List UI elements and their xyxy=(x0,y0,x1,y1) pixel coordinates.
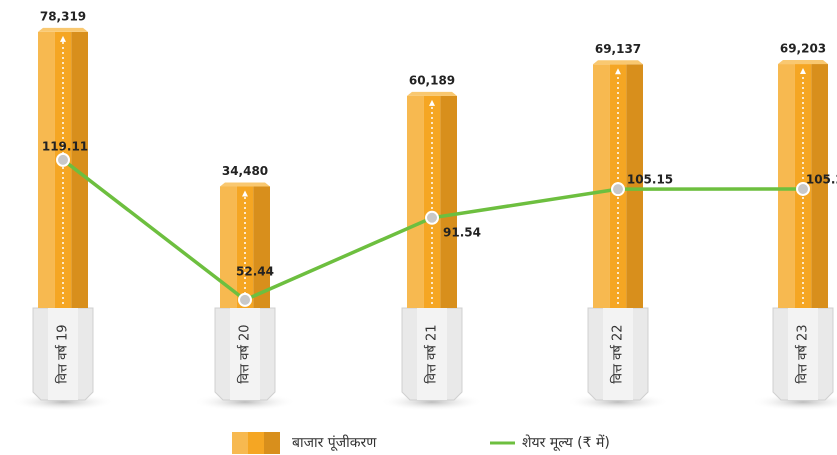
pedestal-face xyxy=(230,308,260,400)
x-tick-label: वित्त वर्ष 19 xyxy=(55,324,71,383)
pedestal-shadow xyxy=(11,393,115,411)
line-point xyxy=(425,210,439,225)
data-label: 78,319 xyxy=(40,9,86,23)
data-label: 34,480 xyxy=(222,164,268,178)
legend: बाजार पूंजीकरण शेयर मूल्य (₹ में) xyxy=(232,432,610,454)
line-point xyxy=(796,181,810,196)
x-tick-label: वित्त वर्ष 23 xyxy=(795,324,811,383)
bar-cap xyxy=(220,182,270,187)
pedestal-face xyxy=(417,308,447,400)
bar-right xyxy=(626,64,643,308)
bar-cap xyxy=(407,91,457,96)
data-label: 52.44 xyxy=(236,264,274,278)
bar-right xyxy=(253,186,270,308)
pedestal-shadow xyxy=(380,393,484,411)
x-tick-label: वित्त वर्ष 20 xyxy=(237,324,253,383)
bar-left xyxy=(220,186,237,308)
legend-swatch xyxy=(248,432,264,454)
bar xyxy=(407,91,457,309)
bar-left xyxy=(593,64,610,308)
x-tick-label: वित्त वर्ष 21 xyxy=(424,324,440,383)
bar-cap xyxy=(778,60,828,65)
data-label: 69,203 xyxy=(780,42,826,56)
bar-mid xyxy=(423,95,441,309)
pedestal-shadow xyxy=(566,393,670,411)
line-point xyxy=(238,292,252,307)
pedestal-shadow xyxy=(193,393,297,411)
pedestal-face xyxy=(48,308,78,400)
data-label: 91.54 xyxy=(443,225,481,239)
bar-arrow-head xyxy=(60,35,66,42)
bar-arrow-head xyxy=(800,68,806,75)
pedestal-face xyxy=(788,308,818,400)
line-point xyxy=(611,182,625,197)
data-label: 105.15 xyxy=(627,173,673,187)
line-point xyxy=(56,152,70,167)
bar-mid xyxy=(54,31,72,308)
legend-label: शेयर मूल्य (₹ में) xyxy=(522,434,610,451)
bar xyxy=(220,182,270,308)
x-tick-label: वित्त वर्ष 22 xyxy=(610,324,626,383)
bar-cap xyxy=(593,60,643,65)
bar-arrow-head xyxy=(242,190,248,197)
data-label: 60,189 xyxy=(409,73,455,87)
data-label: 69,137 xyxy=(595,42,641,56)
legend-label: बाजार पूंजीकरण xyxy=(292,434,377,451)
bar-right xyxy=(71,31,88,308)
bar-left xyxy=(38,31,55,308)
bar-arrow-head xyxy=(615,68,621,75)
legend-swatch xyxy=(232,432,248,454)
bar-right xyxy=(440,95,457,309)
legend-swatch xyxy=(264,432,280,454)
bar xyxy=(38,27,88,308)
data-label: 119.11 xyxy=(42,139,88,153)
bar-arrow-head xyxy=(429,99,435,106)
bar-right xyxy=(811,64,828,309)
bar-left xyxy=(407,95,424,309)
pedestal-face xyxy=(603,308,633,400)
bar-cap xyxy=(38,27,88,32)
bar-left xyxy=(778,64,795,309)
data-label: 105.25 xyxy=(806,172,837,186)
